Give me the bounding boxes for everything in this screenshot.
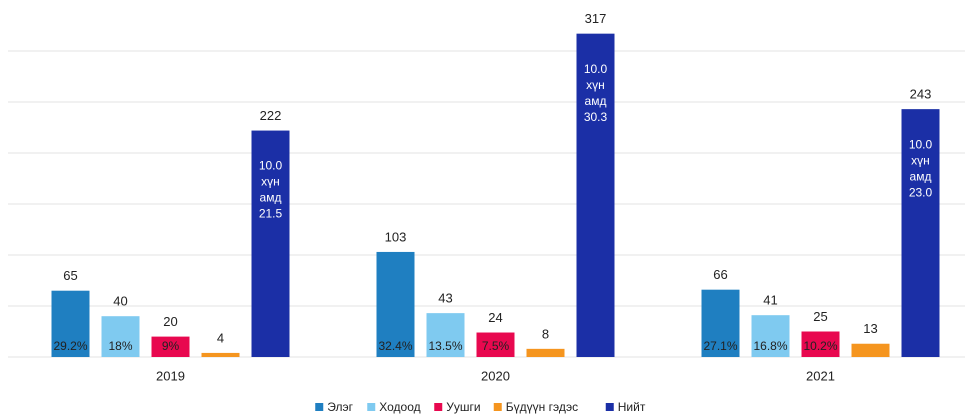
- data-label: 222: [260, 108, 282, 123]
- legend-label: Ходоод: [379, 400, 420, 414]
- data-label: 65: [63, 268, 77, 283]
- share-label: 18%: [108, 339, 132, 353]
- share-label: 29.2%: [53, 339, 87, 353]
- bar: [376, 251, 415, 357]
- data-label: 103: [385, 229, 407, 244]
- data-label: 8: [542, 326, 549, 341]
- data-label: 25: [813, 309, 827, 324]
- x-tick-label: 2019: [156, 368, 185, 383]
- x-tick-label: 2020: [481, 368, 510, 383]
- bar: [701, 289, 740, 357]
- bar: [476, 332, 515, 357]
- bar: [251, 130, 290, 357]
- legend-swatch: [434, 403, 443, 411]
- note-label: хүн: [261, 175, 280, 189]
- share-label: 7.5%: [482, 339, 510, 353]
- bar: [151, 336, 190, 357]
- bar: [201, 352, 240, 357]
- note-label: 10.0: [259, 159, 283, 173]
- bar: [801, 331, 840, 357]
- legend-swatch: [605, 403, 614, 411]
- share-label: 13.5%: [428, 339, 462, 353]
- note-label: 10.0: [584, 62, 608, 76]
- data-label: 41: [763, 293, 777, 308]
- data-label: 43: [438, 291, 452, 306]
- legend-label: Уушги: [446, 400, 480, 414]
- legend-label: Нийт: [618, 400, 646, 414]
- bar: [576, 33, 615, 357]
- legend-swatch: [367, 403, 376, 411]
- bar: [851, 343, 890, 357]
- legend-label: Элэг: [327, 400, 353, 414]
- data-label: 66: [713, 267, 727, 282]
- note-label: амд: [585, 94, 607, 108]
- data-label: 20: [163, 314, 177, 329]
- note-label: амд: [260, 191, 282, 205]
- data-label: 4: [217, 330, 224, 345]
- note-label: 30.3: [584, 110, 608, 124]
- bar: [901, 109, 940, 357]
- note-label: 10.0: [909, 137, 933, 151]
- note-label: хүн: [911, 153, 930, 167]
- data-label: 13: [863, 321, 877, 336]
- bar: [426, 313, 465, 357]
- data-label: 24: [488, 310, 502, 325]
- data-label: 40: [113, 294, 127, 309]
- bar: [51, 290, 90, 357]
- bar: [751, 315, 790, 357]
- note-label: амд: [910, 169, 932, 183]
- legend-label: Бүдүүн гэдэс: [506, 400, 578, 414]
- legend-swatch: [315, 403, 324, 411]
- share-label: 27.1%: [703, 339, 737, 353]
- legend-swatch: [493, 403, 502, 411]
- data-label: 317: [585, 11, 607, 26]
- note-label: 23.0: [909, 185, 933, 199]
- data-label: 243: [910, 87, 932, 102]
- share-label: 16.8%: [753, 339, 787, 353]
- note-label: 21.5: [259, 207, 283, 221]
- bar: [526, 348, 565, 357]
- share-label: 32.4%: [378, 339, 412, 353]
- share-label: 10.2%: [803, 339, 837, 353]
- x-tick-label: 2021: [806, 368, 835, 383]
- bar: [101, 316, 140, 357]
- share-label: 9%: [162, 339, 180, 353]
- note-label: хүн: [586, 78, 605, 92]
